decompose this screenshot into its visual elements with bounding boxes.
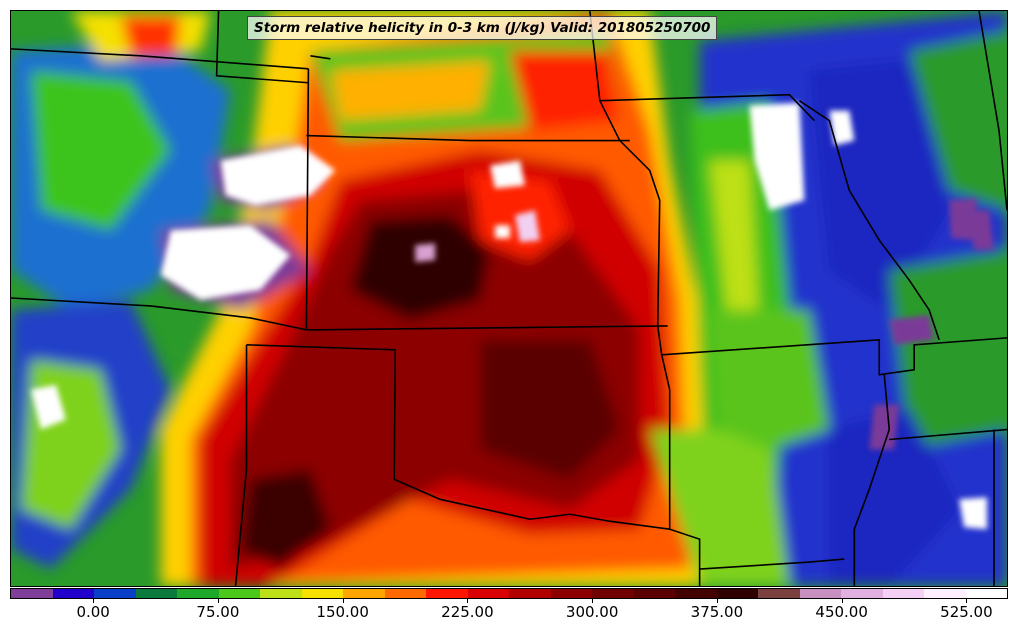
- colorbar-tick-mark: [841, 599, 843, 603]
- colorbar-ticks: 0.00 75.00 150.00 225.00 300.00 375.00 450.00 5…: [10, 599, 1008, 633]
- colorbar-tick-label: 450.00: [815, 603, 868, 621]
- colorbar-segment: [52, 589, 94, 598]
- colorbar-segment: [592, 589, 634, 598]
- colorbar-segment: [882, 589, 924, 598]
- colorbar-tick-label: 300.00: [565, 603, 619, 621]
- colorbar-tick-mark: [93, 599, 95, 603]
- colorbar-segment: [550, 589, 592, 598]
- colorbar-segment: [841, 589, 883, 598]
- colorbar-segment: [343, 589, 385, 598]
- colorbar-tick-mark: [592, 599, 594, 603]
- colorbar-segment: [218, 589, 260, 598]
- colorbar-segment: [94, 589, 136, 598]
- colorbar-tick-label: 225.00: [441, 603, 494, 621]
- colorbar-segment: [467, 589, 509, 598]
- colorbar-segment: [799, 589, 841, 598]
- colorbar-segment: [675, 589, 717, 598]
- colorbar-tick-mark: [342, 599, 344, 603]
- colorbar-segment: [758, 589, 800, 598]
- colorbar-segment: [384, 589, 426, 598]
- colorbar-segment: [924, 589, 966, 598]
- colorbar-segment: [301, 589, 343, 598]
- colorbar-segment: [135, 589, 177, 598]
- colorbar-tick-label: 525.00: [940, 603, 993, 621]
- map-panel: Storm relative helicity in 0-3 km (J/kg)…: [10, 10, 1008, 587]
- colorbar: [10, 588, 1008, 599]
- colorbar-segment: [633, 589, 675, 598]
- helicity-pockets: [30, 102, 995, 530]
- colorbar-segment: [11, 589, 53, 598]
- colorbar-segment: [509, 589, 551, 598]
- colorbar-tick-label: 150.00: [316, 603, 369, 621]
- colorbar-segment: [177, 589, 219, 598]
- helicity-field: [11, 11, 1007, 586]
- map-title: Storm relative helicity in 0-3 km (J/kg)…: [247, 16, 718, 40]
- helicity-map: [11, 11, 1007, 586]
- colorbar-segment: [426, 589, 468, 598]
- colorbar-tick-label: 0.00: [76, 603, 110, 621]
- state-boundaries: [11, 11, 1007, 586]
- colorbar-tick-mark: [467, 599, 469, 603]
- colorbar-segment: [716, 589, 758, 598]
- colorbar-tick-mark: [217, 599, 219, 603]
- colorbar-tick-mark: [716, 599, 718, 603]
- colorbar-segment: [965, 589, 1007, 598]
- colorbar-segment: [260, 589, 302, 598]
- colorbar-tick-mark: [966, 599, 968, 603]
- colorbar-tick-label: 75.00: [196, 603, 240, 621]
- colorbar-tick-label: 375.00: [690, 603, 744, 621]
